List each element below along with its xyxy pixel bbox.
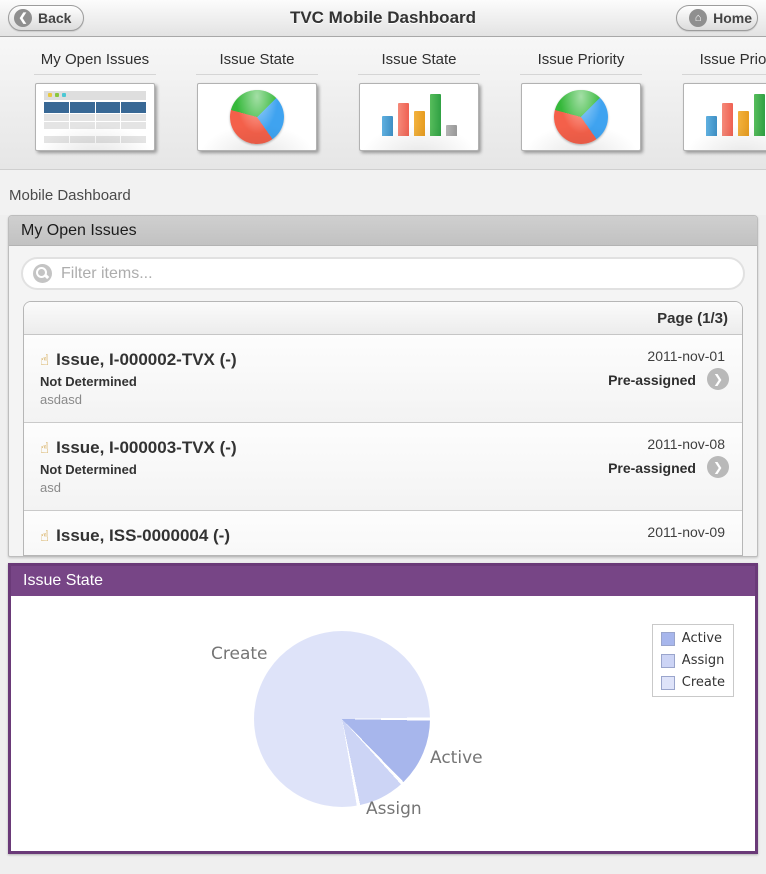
top-navigation-bar: TVC Mobile Dashboard ❮ Back ⌂ Home: [0, 0, 766, 37]
issue-status: Not Determined: [40, 374, 137, 389]
bar-thumbnail-icon: [683, 83, 766, 151]
bar-thumbnail-icon: [359, 83, 479, 151]
page-indicator: Page (1/3): [657, 309, 728, 327]
legend-label: Active: [681, 631, 723, 646]
legend-item: Create: [660, 675, 725, 690]
page-title: TVC Mobile Dashboard: [289, 8, 477, 27]
legend-swatch-active: [660, 631, 675, 646]
issue-list-item[interactable]: ☝ Issue, I-000002-TVX (-) Not Determined…: [24, 335, 742, 423]
issue-assignment: Pre-assigned: [608, 460, 696, 476]
strip-item-my-open-issues[interactable]: My Open Issues: [34, 51, 156, 169]
strip-item-issue-priority-bar[interactable]: Issue Priority: [682, 51, 766, 169]
home-icon: ⌂: [689, 9, 708, 27]
strip-item-label: Issue State: [358, 51, 480, 75]
pie-graphic: [554, 90, 608, 144]
issue-title-text: Issue, I-000002-TVX (-): [56, 350, 237, 369]
issue-date: 2011-nov-08: [647, 436, 725, 452]
issue-description: asd: [40, 480, 61, 495]
table-thumbnail-icon: [35, 83, 155, 151]
issue-assignment: Pre-assigned: [608, 372, 696, 388]
my-open-issues-panel-header: My Open Issues: [9, 216, 757, 246]
pie-thumbnail-icon: [521, 83, 641, 151]
issue-title-text: Issue, I-000003-TVX (-): [56, 438, 237, 457]
strip-item-label: Issue State: [196, 51, 318, 75]
issue-list-header: Page (1/3): [24, 302, 742, 335]
legend-swatch-create: [660, 675, 675, 690]
issue-date: 2011-nov-01: [647, 348, 725, 364]
table-graphic: [44, 90, 146, 144]
filter-input[interactable]: [61, 264, 733, 283]
dashboard-strip[interactable]: My Open Issues Issue State Issue State: [0, 37, 766, 170]
strip-item-issue-priority-pie[interactable]: Issue Priority: [520, 51, 642, 169]
bar-graphic: [381, 92, 457, 142]
pie-thumbnail-icon: [197, 83, 317, 151]
legend-swatch-assign: [660, 653, 675, 668]
bar-graphic: [705, 92, 766, 142]
issue-state-panel-header: Issue State: [11, 566, 755, 596]
issue-list-item[interactable]: ☝ Issue, I-000003-TVX (-) Not Determined…: [24, 423, 742, 511]
issue-date: 2011-nov-09: [647, 524, 725, 540]
breadcrumb: Mobile Dashboard: [0, 170, 766, 215]
pie-slice-label-active: Active: [430, 748, 483, 768]
home-button-label: Home: [713, 10, 752, 26]
legend-item: Assign: [660, 653, 725, 668]
issue-hand-icon: ☝: [40, 350, 50, 369]
issue-title-text: Issue, ISS-0000004 (-): [56, 526, 231, 545]
strip-item-label: Issue Priority: [682, 51, 766, 75]
back-button[interactable]: ❮ Back: [8, 5, 85, 31]
issue-description: asdasd: [40, 392, 82, 407]
issue-hand-icon: ☝: [40, 526, 50, 545]
pie-slice-label-create: Create: [211, 644, 268, 664]
chart-legend: Active Assign Create: [651, 624, 734, 697]
issue-hand-icon: ☝: [40, 438, 50, 457]
my-open-issues-panel: My Open Issues Page (1/3) ☝ Issue, I-000…: [8, 215, 758, 557]
pie-chart: [254, 631, 430, 807]
back-button-label: Back: [38, 10, 72, 26]
legend-item: Active: [660, 631, 725, 646]
panel-title: My Open Issues: [21, 221, 137, 239]
filter-bar: [21, 257, 745, 290]
issue-state-panel: Issue State Create Active Assign Active …: [8, 563, 758, 854]
search-icon: [33, 264, 52, 283]
issue-list-item[interactable]: ☝ Issue, ISS-0000004 (-) 2011-nov-09: [24, 511, 742, 555]
issue-status: Not Determined: [40, 462, 137, 477]
issue-title: ☝ Issue, I-000003-TVX (-): [40, 438, 622, 458]
strip-item-label: Issue Priority: [520, 51, 642, 75]
issue-list: Page (1/3) ☝ Issue, I-000002-TVX (-) Not…: [23, 301, 743, 556]
strip-item-label: My Open Issues: [34, 51, 156, 75]
strip-item-issue-state-pie[interactable]: Issue State: [196, 51, 318, 169]
chevron-right-icon[interactable]: ❯: [707, 456, 729, 478]
chevron-left-icon: ❮: [14, 9, 32, 27]
issue-title: ☝ Issue, I-000002-TVX (-): [40, 350, 622, 370]
pie-slice-label-assign: Assign: [366, 799, 422, 819]
issue-title: ☝ Issue, ISS-0000004 (-): [40, 526, 622, 546]
legend-label: Create: [681, 675, 725, 690]
strip-item-issue-state-bar[interactable]: Issue State: [358, 51, 480, 169]
filter-field: [21, 257, 745, 290]
issue-state-chart-area: Create Active Assign Active Assign Creat…: [11, 596, 755, 851]
home-button[interactable]: ⌂ Home: [676, 5, 758, 31]
legend-label: Assign: [681, 653, 725, 668]
chevron-right-icon[interactable]: ❯: [707, 368, 729, 390]
panel-title: Issue State: [23, 572, 104, 589]
pie-graphic: [230, 90, 284, 144]
